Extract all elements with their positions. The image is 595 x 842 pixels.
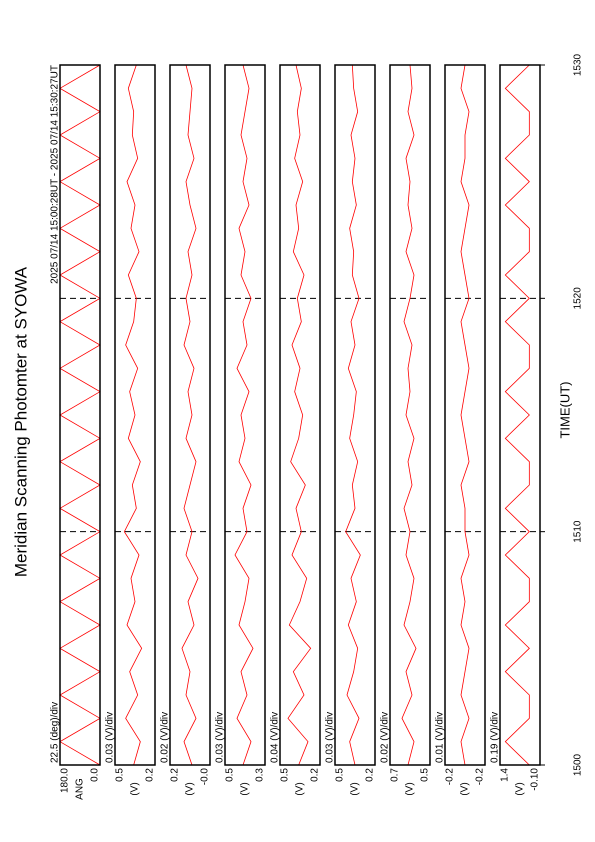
scale-label: 0.19 (V)/div — [490, 712, 501, 763]
y-tick-label: -0.0 — [200, 768, 211, 786]
y-tick-label: -0.2 — [475, 768, 486, 786]
trace — [181, 64, 199, 766]
y-tick-label: 0.5 — [280, 768, 291, 782]
chart-title: Meridian Scanning Photomter at SYOWA — [11, 266, 30, 577]
y-axis-label: (V) — [350, 782, 361, 795]
panel-frame — [499, 64, 541, 766]
x-axis-label: TIME(UT) — [557, 381, 572, 438]
panel-frame — [224, 64, 266, 766]
y-tick-label: 0.3 — [255, 768, 266, 782]
y-axis-label: ANG — [75, 778, 86, 800]
x-tick-label: 1500 — [573, 753, 584, 776]
y-tick-label: 0.2 — [365, 768, 376, 782]
panel-frame — [444, 64, 486, 766]
x-tick-label: 1520 — [573, 287, 584, 310]
trace — [401, 64, 417, 766]
panel-frame — [59, 64, 101, 766]
y-tick-label: -0.10 — [530, 768, 541, 791]
rotated-plot: Meridian Scanning Photomter at SYOWA 202… — [11, 53, 583, 799]
trace — [460, 64, 470, 766]
x-tick-label: 1510 — [573, 520, 584, 543]
trace — [123, 64, 143, 766]
y-axis-label: (V) — [460, 782, 471, 795]
scale-label: 0.02 (V)/div — [380, 712, 391, 763]
y-tick-label: 0.2 — [170, 768, 181, 782]
y-tick-label: 0.2 — [310, 768, 321, 782]
scale-label: 0.03 (V)/div — [325, 712, 336, 763]
trace — [59, 64, 101, 766]
scale-label: 0.03 (V)/div — [215, 712, 226, 763]
panel-frame — [169, 64, 211, 766]
scale-label: 0.02 (V)/div — [160, 712, 171, 763]
y-tick-label: 180.0 — [60, 768, 71, 793]
y-tick-label: 0.5 — [335, 768, 346, 782]
y-axis-label: (V) — [185, 782, 196, 795]
y-axis-label: (V) — [295, 782, 306, 795]
y-tick-label: 0.5 — [225, 768, 236, 782]
chart-subtitle: 2025 07/14 15:00:28UT - 2025 07/14 15:30… — [50, 65, 61, 284]
scale-label: 0.03 (V)/div — [105, 712, 116, 763]
y-tick-label: 0.7 — [390, 768, 401, 782]
panel-frame — [389, 64, 431, 766]
scale-label: 0.01 (V)/div — [435, 712, 446, 763]
y-tick-label: -0.2 — [445, 768, 456, 786]
y-tick-label: 0.0 — [90, 768, 101, 782]
panel-frame — [114, 64, 156, 766]
y-axis-label: (V) — [515, 782, 526, 795]
scale-label: 22.5 (deg)/div — [50, 702, 61, 763]
trace — [345, 64, 361, 766]
y-tick-label: 0.5 — [420, 768, 431, 782]
trace — [287, 64, 312, 766]
trace — [234, 64, 254, 766]
y-axis-label: (V) — [405, 782, 416, 795]
y-axis-label: (V) — [130, 782, 141, 795]
y-tick-label: 0.5 — [115, 768, 126, 782]
y-axis-label: (V) — [240, 782, 251, 795]
panel-frame — [334, 64, 376, 766]
panel-frame — [279, 64, 321, 766]
trace — [504, 64, 530, 766]
scale-label: 0.04 (V)/div — [270, 712, 281, 763]
y-tick-label: 0.2 — [145, 768, 156, 782]
x-tick-label: 1530 — [573, 53, 584, 76]
y-tick-label: 1.4 — [500, 768, 511, 782]
